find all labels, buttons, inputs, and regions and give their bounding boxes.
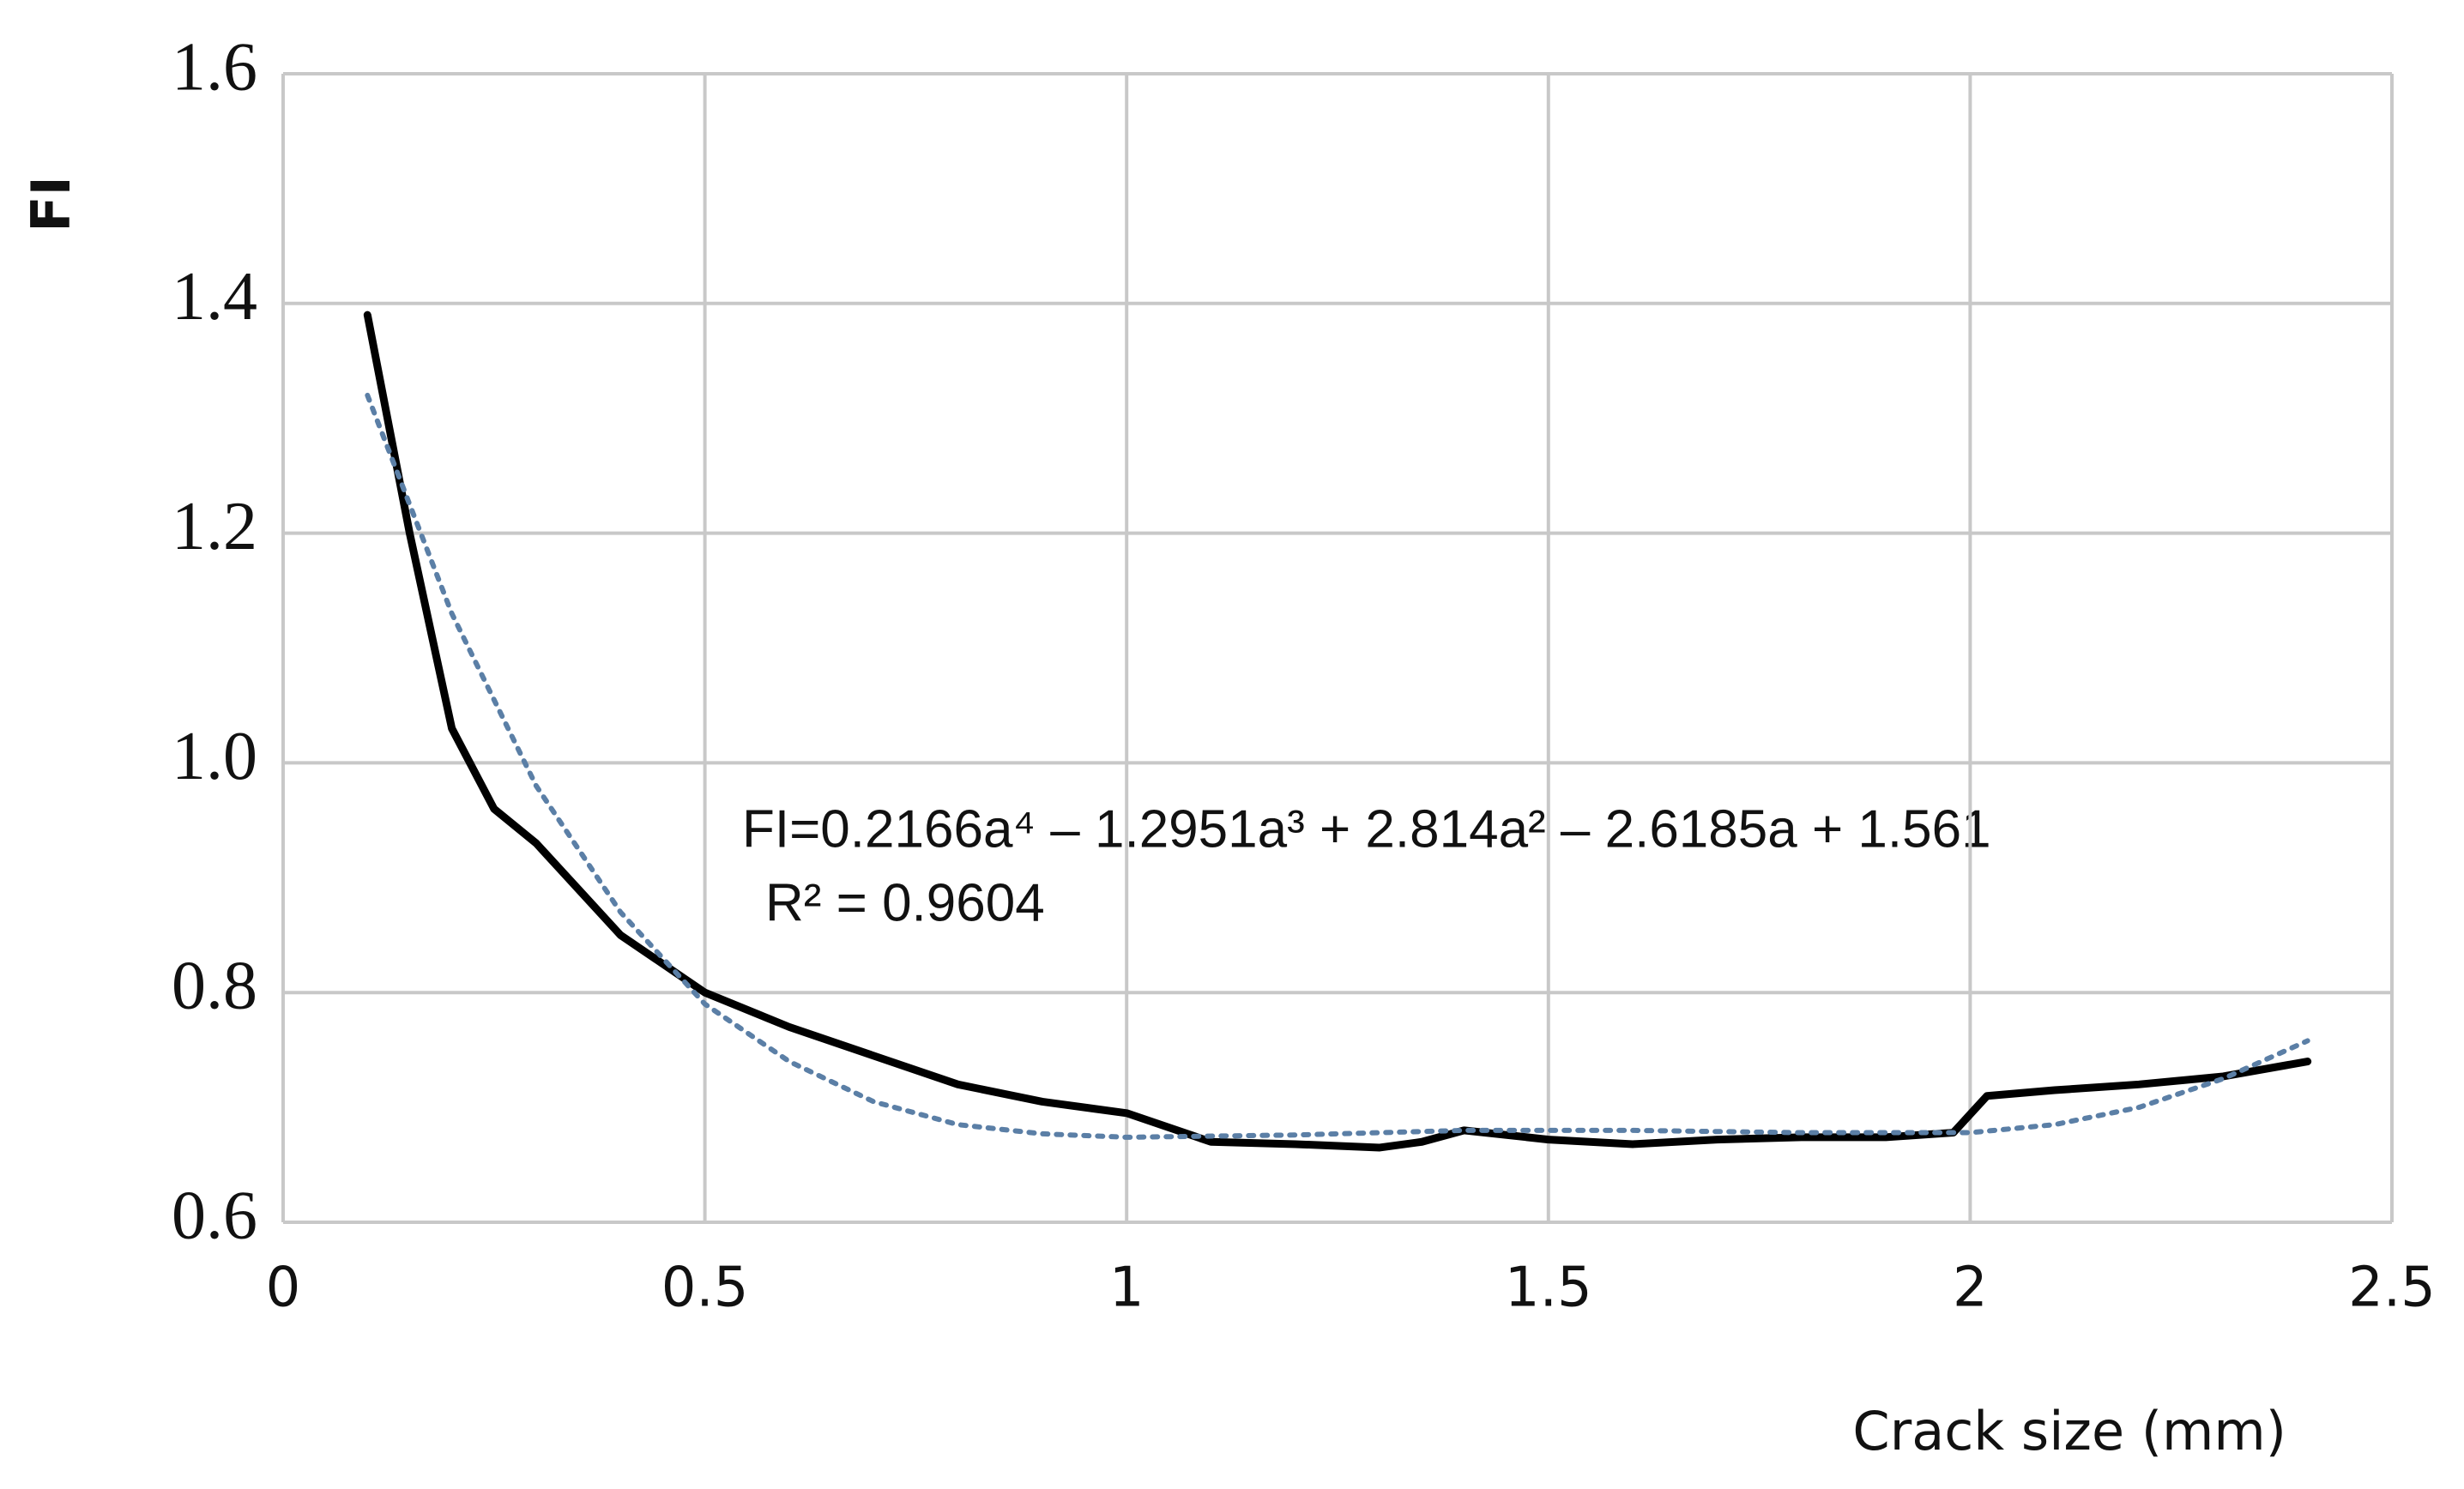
series-line (363, 310, 2312, 1152)
y-tick-label: 1.0 (172, 719, 257, 794)
y-tick-label: 1.4 (172, 259, 257, 335)
x-tick-label: 2 (1953, 1257, 1988, 1320)
equation: FI=0.2166a⁴ – 1.2951a³ + 2.814a² – 2.618… (742, 799, 1991, 859)
x-tick-label: 0 (266, 1257, 301, 1320)
x-tick-label: 0.5 (661, 1257, 749, 1320)
y-tick-label: 1.2 (172, 489, 257, 564)
x-axis-label: Crack size (mm) (1852, 1400, 2286, 1462)
series-line (365, 392, 2310, 1140)
x-tick-label: 1 (1109, 1257, 1144, 1320)
y-tick-label: 1.6 (172, 29, 257, 105)
x-tick-label: 2.5 (2348, 1257, 2436, 1320)
r-squared: R² = 0.9604 (765, 873, 1045, 932)
y-tick-label: 0.8 (172, 949, 257, 1024)
y-axis-label: FI (20, 176, 82, 232)
y-tick-label: 0.6 (172, 1178, 257, 1253)
x-tick-label: 1.5 (1505, 1257, 1592, 1320)
